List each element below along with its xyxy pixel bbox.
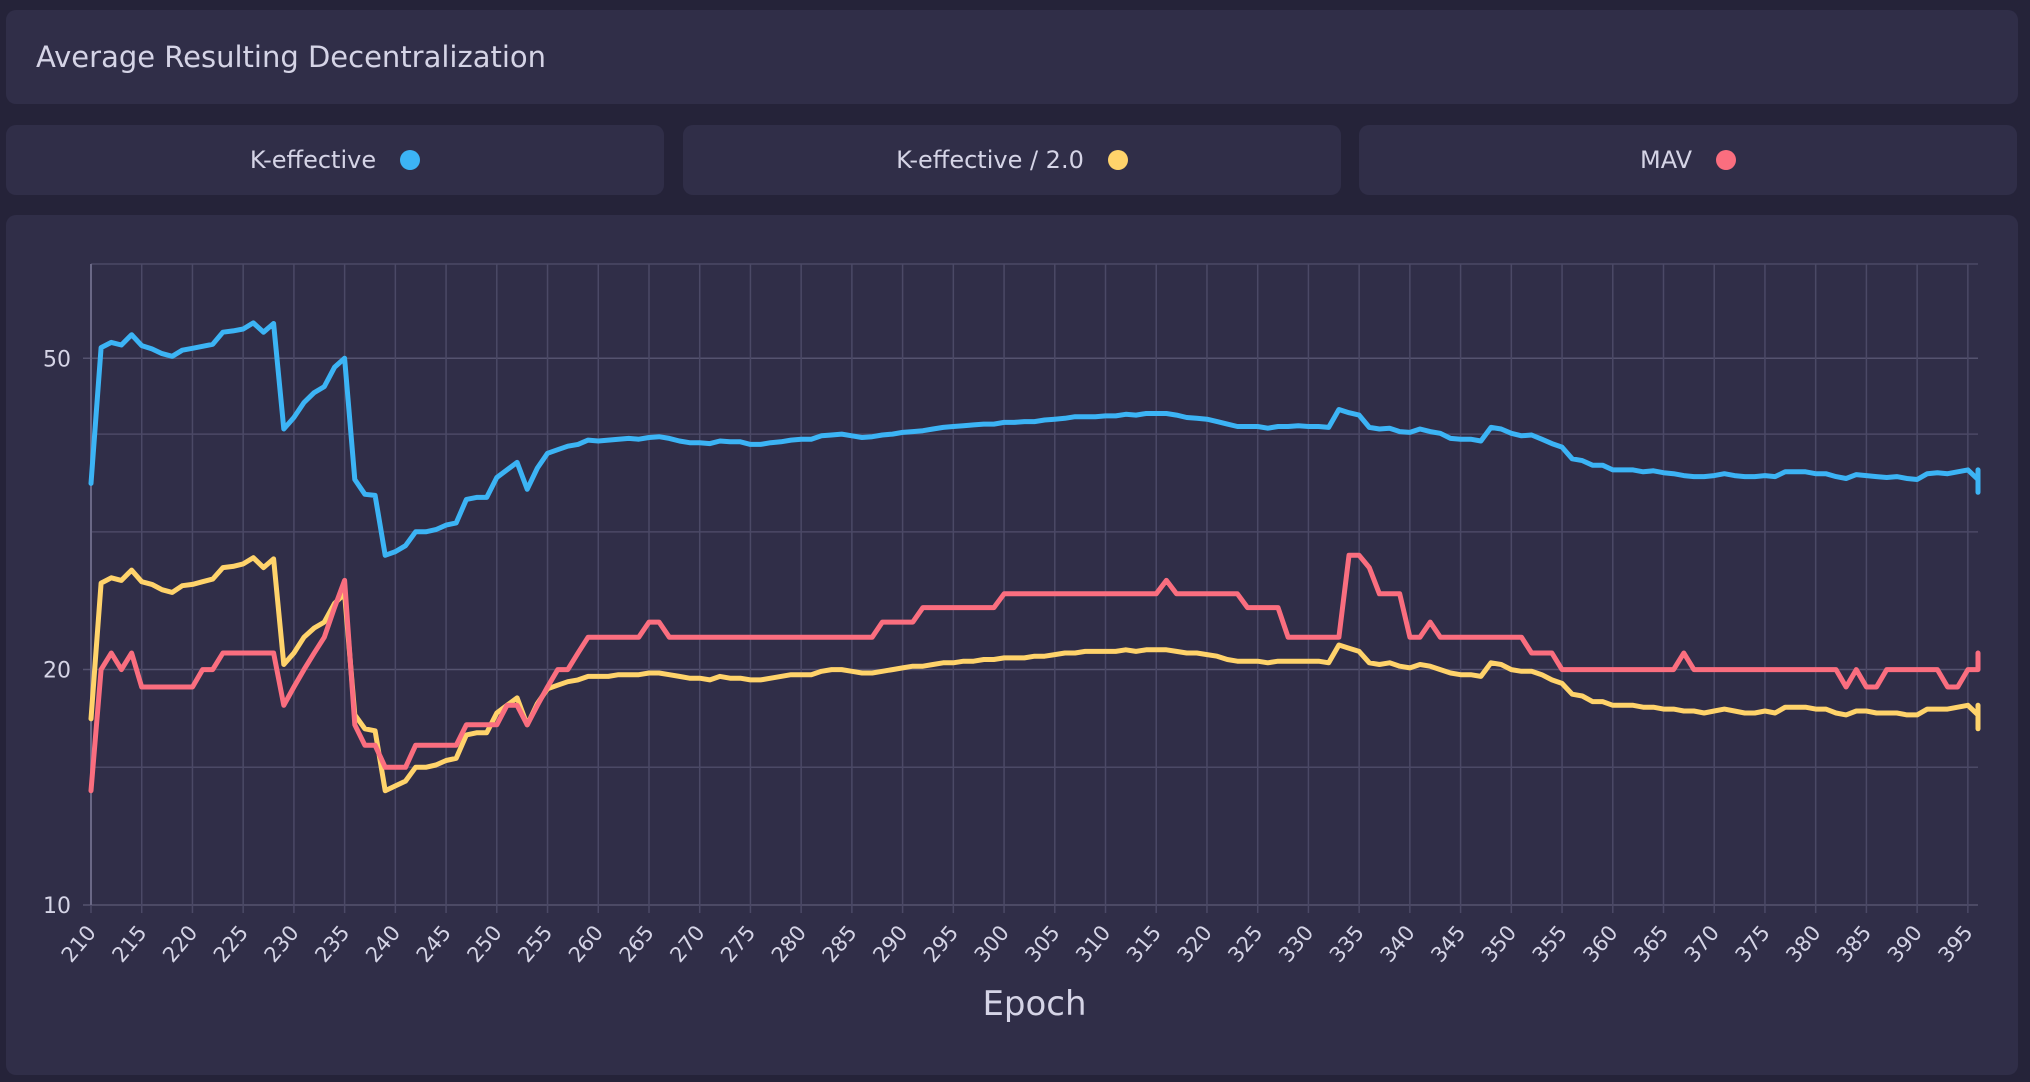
chart-panel: 10 20 50 210 215 220 225 230 235 240 245 250 255 260… <box>6 215 2018 1075</box>
x-tick-label: 380 <box>1781 921 1825 967</box>
x-tick-label: 315 <box>1122 921 1166 967</box>
x-tick-label: 325 <box>1223 921 1267 967</box>
x-tick-label: 320 <box>1173 921 1217 967</box>
x-tick-label: 390 <box>1883 921 1927 967</box>
y-tick-label: 50 <box>43 347 71 372</box>
series-line-mav <box>88 552 1981 794</box>
x-tick-label: 240 <box>361 921 405 967</box>
title-panel: Average Resulting Decentralization <box>6 10 2018 104</box>
x-tick-label: 230 <box>260 921 304 967</box>
x-tick-label: 345 <box>1426 921 1470 967</box>
y-axis-ticks: 10 20 50 <box>43 347 71 919</box>
x-tick-label: 290 <box>868 921 912 967</box>
x-tick-label: 355 <box>1528 921 1572 967</box>
x-tick-label: 255 <box>513 921 557 967</box>
x-tick-label: 340 <box>1376 921 1420 967</box>
x-tick-label: 250 <box>462 921 506 967</box>
x-axis-ticks: 210 215 220 225 230 235 240 245 250 255 260 265 270 2… <box>57 921 1978 967</box>
x-tick-label: 260 <box>564 921 608 967</box>
x-tick-label: 285 <box>818 921 862 967</box>
x-tick-label: 245 <box>412 921 456 967</box>
x-tick-label: 295 <box>919 921 963 967</box>
x-tick-label: 350 <box>1477 921 1521 967</box>
x-tick-label: 360 <box>1578 921 1622 967</box>
x-tick-label: 375 <box>1731 921 1775 967</box>
x-tick-label: 215 <box>107 921 151 967</box>
series-line-k-effective-2-0 <box>88 555 1981 794</box>
legend-dot-icon <box>400 150 421 170</box>
y-tick-label: 20 <box>43 659 71 684</box>
chart-title: Average Resulting Decentralization <box>36 40 547 74</box>
x-tick-label: 365 <box>1629 921 1673 967</box>
x-tick-label: 385 <box>1832 921 1876 967</box>
x-tick-label: 335 <box>1325 921 1369 967</box>
series-line-k-effective <box>88 320 1981 558</box>
x-tick-label: 280 <box>767 921 811 967</box>
line-chart: 10 20 50 210 215 220 225 230 235 240 245 250 255 260… <box>43 263 1981 1024</box>
x-tick-label: 210 <box>57 921 101 967</box>
grid <box>83 263 1978 913</box>
x-tick-label: 225 <box>209 921 253 967</box>
x-tick-label: 300 <box>970 921 1014 967</box>
series-layer <box>88 320 1981 794</box>
legend-dot-icon <box>1716 150 1736 170</box>
legend-label: K-effective <box>249 146 377 174</box>
x-tick-label: 310 <box>1071 921 1115 967</box>
x-tick-label: 275 <box>716 921 760 967</box>
legend-label: K-effective / 2.0 <box>896 146 1084 174</box>
x-tick-label: 220 <box>158 921 202 967</box>
x-tick-label: 265 <box>615 921 659 967</box>
x-tick-label: 370 <box>1680 921 1724 967</box>
y-tick-label: 10 <box>43 894 71 919</box>
legend-dot-icon <box>1107 150 1128 170</box>
x-tick-label: 305 <box>1020 921 1064 967</box>
legend-item-mav[interactable]: MAV <box>1359 125 2017 195</box>
legend-item-k-effective-half[interactable]: K-effective / 2.0 <box>683 125 1341 195</box>
x-axis-title: Epoch <box>982 984 1086 1024</box>
x-tick-label: 270 <box>665 921 709 967</box>
legend-item-k-effective[interactable]: K-effective <box>6 125 664 195</box>
x-tick-label: 330 <box>1274 921 1318 967</box>
legend-label: MAV <box>1639 146 1692 174</box>
x-tick-label: 395 <box>1934 921 1978 967</box>
x-tick-label: 235 <box>310 921 354 967</box>
